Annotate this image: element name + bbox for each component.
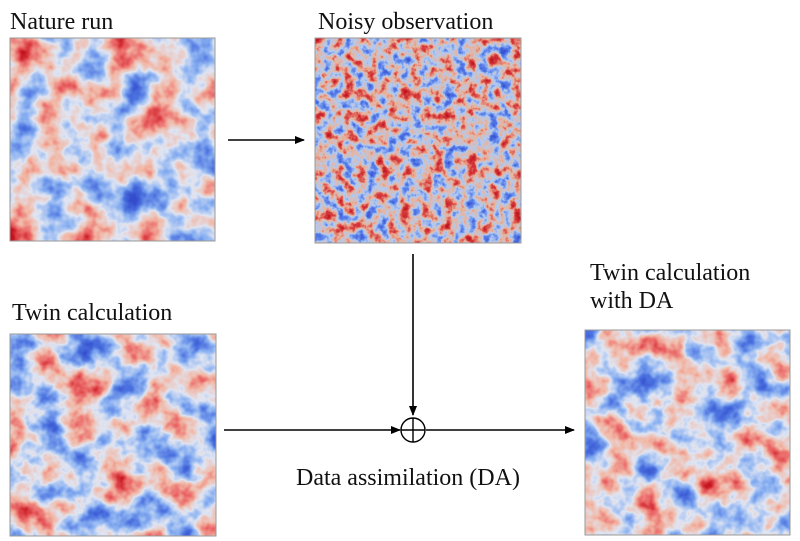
field-image	[10, 38, 215, 241]
field-image	[10, 334, 216, 536]
field-image	[585, 330, 790, 535]
panel-title: Twin calculation	[12, 300, 172, 326]
image-frame	[584, 329, 791, 536]
panel-title: Nature run	[10, 9, 113, 35]
image-frame	[9, 37, 216, 242]
panel-title: with DA	[590, 288, 674, 314]
image-frame	[9, 333, 217, 537]
plus-operator	[400, 417, 426, 443]
operator-label: Data assimilation (DA)	[296, 465, 520, 491]
panel-title: Noisy observation	[318, 9, 493, 35]
field-image	[315, 38, 521, 243]
panel-title: Twin calculation	[590, 260, 750, 286]
image-frame	[314, 37, 522, 244]
